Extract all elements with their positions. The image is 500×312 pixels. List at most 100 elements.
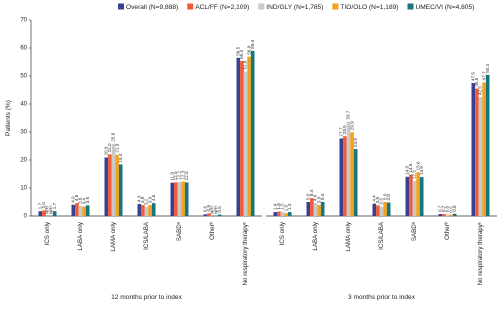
bar [75, 203, 79, 216]
bar [141, 205, 145, 216]
data-label: 56.5 [236, 46, 241, 55]
x-tick-label: Otherᵇ [209, 221, 216, 239]
bar [170, 182, 175, 216]
bar [184, 182, 189, 216]
data-label: 15.6 [415, 161, 420, 170]
y-tick-label: 30 [20, 130, 27, 136]
data-label: 4.6 [151, 194, 156, 201]
data-label: 4.6 [74, 194, 79, 201]
bar [485, 74, 490, 216]
legend-swatch [407, 3, 414, 10]
data-label: 12.3 [180, 170, 185, 179]
legend-swatch [332, 3, 339, 10]
bar [419, 177, 424, 216]
data-label: 22.0 [107, 143, 112, 152]
data-label: 1.4 [287, 203, 292, 210]
data-label: 0.6 [445, 205, 450, 212]
data-label: 42.5 [478, 86, 483, 95]
legend-label: Overall (N=9,888) [126, 4, 178, 11]
bar [343, 136, 347, 216]
legend-swatch [187, 3, 194, 10]
x-tick-label: LABA only [312, 221, 319, 250]
panel-label: 12 months prior to index [111, 294, 182, 301]
bar [71, 204, 76, 216]
data-label: 1.5 [280, 203, 285, 210]
bar [273, 212, 278, 216]
x-tick-label: SABDᵃ [176, 221, 183, 241]
bar [350, 132, 354, 216]
bar [277, 211, 281, 216]
data-label: 5.0 [306, 193, 311, 200]
data-label: 55.4 [239, 49, 244, 58]
data-label: 0.7 [441, 205, 446, 212]
data-label: 47.5 [471, 72, 476, 81]
y-tick-label: 10 [20, 186, 27, 192]
data-label: 0.8 [452, 205, 457, 212]
legend-label: UMEC/VI (N=4,805) [416, 4, 475, 11]
data-label: 25.8 [111, 132, 116, 141]
x-tick-label: Otherᵇ [444, 221, 451, 239]
data-label: 3.2 [144, 198, 149, 205]
data-label: 21.9 [114, 143, 119, 152]
bar [137, 203, 142, 216]
bar [386, 202, 391, 216]
bar [313, 203, 318, 216]
data-label: 0.5 [217, 206, 222, 213]
bar [85, 205, 90, 216]
bar [284, 213, 288, 216]
legend-label: TIO/OLO (N=1,189) [340, 4, 398, 11]
bar [177, 181, 182, 216]
bar [118, 164, 123, 216]
x-tick-label: SABDᵃ [411, 221, 418, 241]
legend-swatch [258, 3, 265, 10]
bar [452, 213, 457, 216]
bar [108, 154, 112, 216]
bar [280, 211, 285, 216]
bar [181, 181, 185, 216]
bar [151, 203, 156, 216]
y-axis-label: Patients (%) [5, 100, 12, 136]
x-tick-label: No respiratory therapyᶜ [477, 221, 484, 285]
data-label: 0.5 [448, 206, 453, 213]
data-label: 12.0 [184, 171, 189, 180]
data-label: 14.0 [405, 165, 410, 174]
bar [438, 214, 443, 216]
data-label: 0.9 [206, 205, 211, 212]
data-label: 3.8 [85, 197, 90, 204]
data-label: 3.4 [81, 198, 86, 205]
data-label: 50.4 [485, 63, 490, 72]
x-tick-label: ICS only [279, 221, 286, 245]
data-label: 51.6 [243, 60, 248, 69]
bar [250, 50, 255, 216]
data-label: 11.9 [170, 172, 175, 181]
data-label: 4.3 [137, 195, 142, 202]
data-label: 45.5 [474, 77, 479, 86]
bar [376, 205, 380, 216]
y-tick-label: 50 [20, 74, 27, 80]
x-tick-label: ICS/LABA [378, 221, 385, 250]
x-tick-label: LAMA only [345, 221, 352, 251]
data-label: 20.9 [104, 146, 109, 155]
data-label: 3.9 [316, 196, 321, 203]
data-label: 23.9 [353, 138, 358, 147]
bar [240, 60, 244, 216]
bar [306, 202, 311, 216]
bar [372, 203, 377, 216]
data-label: 4.6 [313, 194, 318, 201]
bar [243, 71, 248, 217]
bar [247, 56, 251, 217]
data-label: 3.9 [147, 196, 152, 203]
data-label: NRᵈ [48, 205, 53, 214]
bar [52, 211, 57, 216]
bar [320, 202, 325, 216]
data-label: 1.7 [52, 202, 57, 209]
data-label: NRᵈ [210, 205, 215, 214]
data-label: 47.7 [481, 71, 486, 80]
y-tick-label: 40 [20, 102, 27, 108]
data-label: 18.4 [118, 153, 123, 162]
bar [115, 154, 119, 216]
data-label: 1.0 [283, 204, 288, 211]
data-label: 13.9 [419, 166, 424, 175]
data-label: 14.8 [408, 163, 413, 172]
data-label: 3.6 [78, 197, 83, 204]
